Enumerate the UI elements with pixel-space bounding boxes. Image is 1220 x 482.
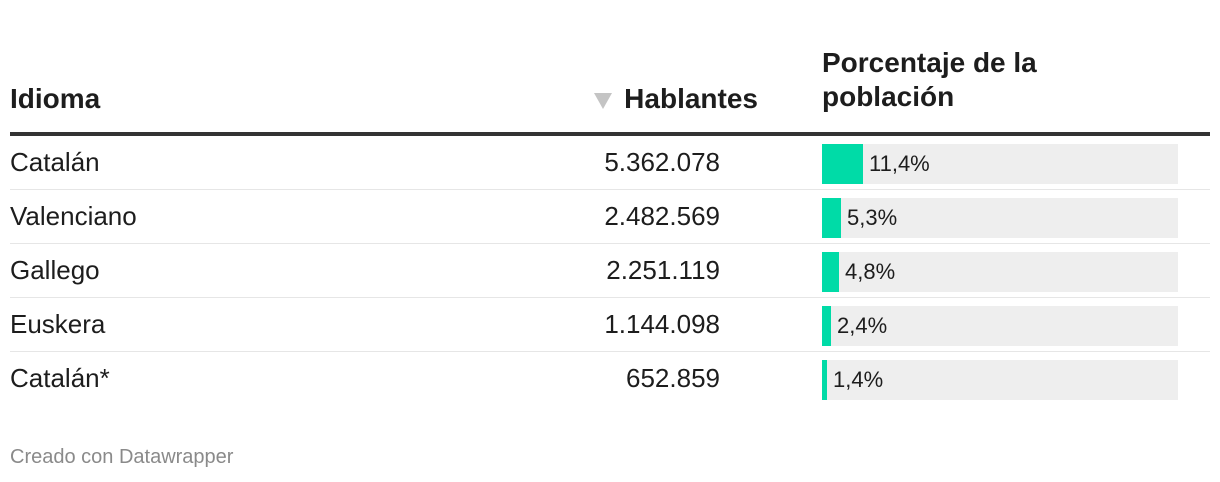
table-body: Catalán 5.362.078 11,4% Valenciano 2.482.569… (10, 136, 1210, 406)
bar-fill (822, 306, 831, 346)
column-header-language[interactable]: Idioma (10, 83, 101, 114)
table-row: Gallego 2.251.119 4,8% (10, 244, 1210, 298)
cell-speakers: 5.362.078 (604, 147, 720, 177)
bar-track: 2,4% (822, 306, 1178, 346)
bar-track: 11,4% (822, 144, 1178, 184)
bar-track: 5,3% (822, 198, 1178, 238)
cell-speakers: 652.859 (626, 363, 720, 393)
cell-language: Valenciano (10, 201, 137, 231)
table-header: Idioma Hablantes Porcentaje de la poblac… (10, 0, 1210, 136)
cell-speakers: 2.251.119 (606, 255, 720, 285)
bar-value-label: 11,4% (869, 151, 930, 176)
table-row: Catalán* 652.859 1,4% (10, 352, 1210, 406)
data-table: Idioma Hablantes Porcentaje de la poblac… (10, 0, 1210, 406)
cell-speakers: 1.144.098 (604, 309, 720, 339)
bar-track: 4,8% (822, 252, 1178, 292)
table-row: Catalán 5.362.078 11,4% (10, 136, 1210, 190)
cell-language: Catalán (10, 147, 100, 177)
bar-value-label: 5,3% (847, 205, 898, 230)
bar-value-label: 1,4% (833, 367, 884, 392)
column-header-speakers-label: Hablantes (624, 83, 758, 114)
bar-fill (822, 252, 839, 292)
datawrapper-credit[interactable]: Creado con Datawrapper (10, 446, 234, 468)
cell-speakers: 2.482.569 (604, 201, 720, 231)
bar-track: 1,4% (822, 360, 1178, 400)
bar-value-label: 2,4% (837, 313, 888, 338)
cell-language: Gallego (10, 255, 100, 285)
table-row: Euskera 1.144.098 2,4% (10, 298, 1210, 352)
column-header-speakers[interactable]: Hablantes (594, 82, 758, 116)
sort-descending-icon (594, 93, 613, 109)
column-header-percent[interactable]: Porcentaje de la población (822, 47, 1037, 112)
bar-fill (822, 198, 841, 238)
table-row: Valenciano 2.482.569 5,3% (10, 190, 1210, 244)
bar-fill (822, 144, 863, 184)
cell-language: Euskera (10, 309, 106, 339)
cell-language: Catalán* (10, 363, 110, 393)
bar-value-label: 4,8% (845, 259, 896, 284)
bar-fill (822, 360, 827, 400)
